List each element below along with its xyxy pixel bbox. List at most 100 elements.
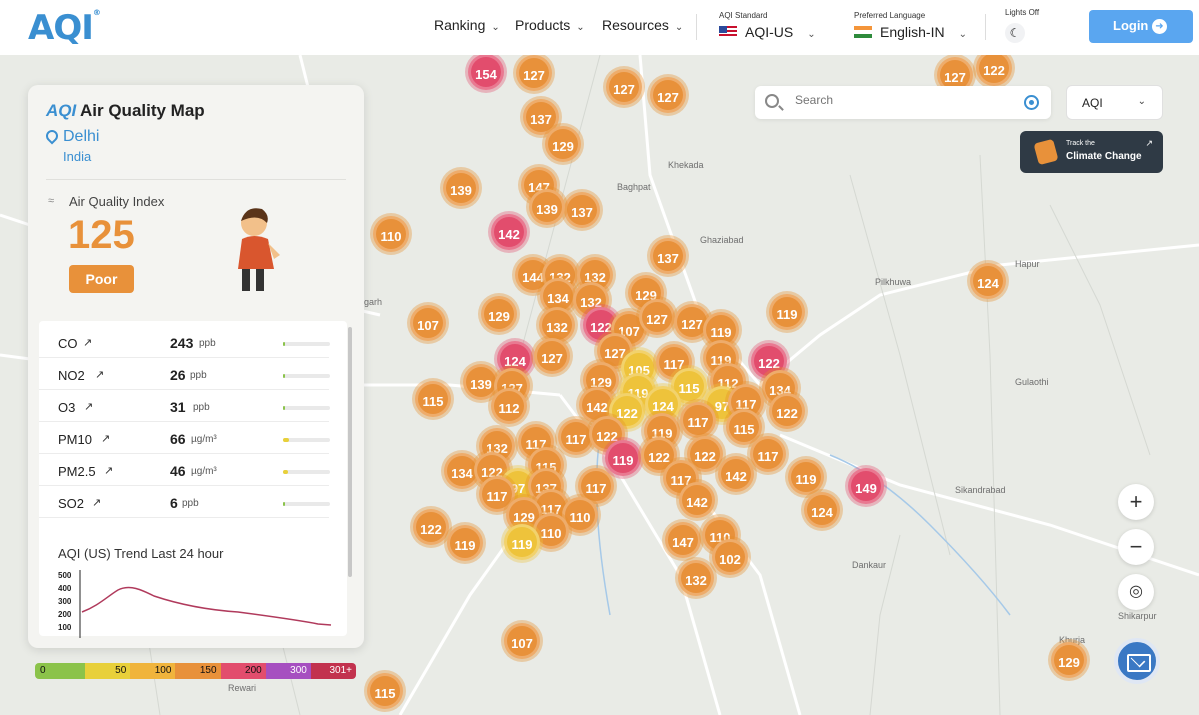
place-label: Baghpat bbox=[617, 182, 651, 192]
station-aqi-marker[interactable]: 142 bbox=[491, 214, 527, 250]
station-aqi-marker[interactable]: 154 bbox=[468, 55, 504, 90]
external-link-icon[interactable]: ↗ bbox=[84, 401, 94, 413]
station-aqi-marker[interactable]: 112 bbox=[491, 388, 527, 424]
scrollbar[interactable] bbox=[348, 327, 352, 577]
station-aqi-marker[interactable]: 122 bbox=[609, 393, 645, 429]
station-aqi-marker[interactable]: 127 bbox=[650, 77, 686, 113]
station-aqi-marker[interactable]: 107 bbox=[504, 623, 540, 659]
search-input[interactable] bbox=[795, 93, 1015, 107]
station-aqi-marker[interactable]: 142 bbox=[718, 456, 754, 492]
climate-change-banner[interactable]: Track the Climate Change ↗ bbox=[1020, 131, 1163, 173]
station-aqi-marker[interactable]: 119 bbox=[447, 525, 483, 561]
city-name[interactable]: Delhi bbox=[63, 128, 100, 145]
country-name[interactable]: India bbox=[63, 149, 92, 164]
station-aqi-marker[interactable]: 119 bbox=[769, 294, 805, 330]
trend-line bbox=[81, 586, 332, 626]
station-aqi-marker[interactable]: 122 bbox=[976, 55, 1012, 86]
station-aqi-marker[interactable]: 139 bbox=[443, 170, 479, 206]
station-aqi-marker[interactable]: 122 bbox=[413, 509, 449, 545]
map-layer-select[interactable]: AQI ⌄ bbox=[1066, 85, 1163, 120]
station-aqi-marker[interactable]: 134 bbox=[444, 453, 480, 489]
pollutant-value: 243 bbox=[170, 335, 194, 351]
external-link-icon[interactable]: ↗ bbox=[92, 497, 102, 509]
station-aqi-marker[interactable]: 127 bbox=[674, 304, 710, 340]
zoom-in-button[interactable]: + bbox=[1118, 484, 1154, 520]
external-link-icon[interactable]: ↗ bbox=[101, 433, 111, 445]
station-aqi-marker[interactable]: 117 bbox=[578, 468, 614, 504]
pollutant-row-pm10[interactable]: PM10 ↗ 66 µg/m³ bbox=[39, 422, 330, 454]
station-aqi-marker[interactable]: 139 bbox=[529, 189, 565, 225]
recenter-button[interactable]: ◎ bbox=[1118, 574, 1154, 610]
station-aqi-marker[interactable]: 102 bbox=[712, 539, 748, 575]
zoom-out-button[interactable]: − bbox=[1118, 529, 1154, 565]
pollutant-unit: ppb bbox=[190, 370, 207, 381]
chevron-down-icon: ⌄ bbox=[807, 29, 816, 40]
y-tick: 200 bbox=[58, 610, 72, 619]
nav-ranking[interactable]: Ranking ⌄ bbox=[434, 17, 500, 33]
station-aqi-marker[interactable]: 127 bbox=[639, 299, 675, 335]
station-aqi-marker[interactable]: 149 bbox=[848, 468, 884, 504]
plus-icon: + bbox=[1129, 489, 1143, 514]
station-aqi-marker[interactable]: 127 bbox=[516, 55, 552, 91]
station-aqi-marker[interactable]: 117 bbox=[479, 476, 515, 512]
station-aqi-marker[interactable]: 117 bbox=[750, 436, 786, 472]
nav-products[interactable]: Products ⌄ bbox=[515, 17, 585, 33]
pollutant-level-bar bbox=[283, 374, 330, 378]
station-aqi-marker[interactable]: 119 bbox=[788, 459, 824, 495]
station-aqi-marker[interactable]: 137 bbox=[564, 192, 600, 228]
site-logo[interactable]: AQI® bbox=[28, 8, 101, 48]
station-aqi-marker[interactable]: 110 bbox=[373, 216, 409, 252]
station-aqi-marker[interactable]: 127 bbox=[534, 338, 570, 374]
chevron-down-icon: ⌄ bbox=[1137, 96, 1146, 107]
station-aqi-marker[interactable]: 129 bbox=[1051, 642, 1087, 678]
trend-title: AQI (US) Trend Last 24 hour bbox=[58, 546, 224, 561]
station-aqi-marker[interactable]: 137 bbox=[523, 99, 559, 135]
moon-icon[interactable]: ☾ bbox=[1005, 23, 1025, 43]
pollutant-row-o3[interactable]: O3 ↗ 31 ppb bbox=[39, 390, 330, 422]
pollutant-row-so2[interactable]: SO2 ↗ 6 ppb bbox=[39, 486, 330, 518]
language-select[interactable]: English-IN ⌄ bbox=[854, 24, 967, 40]
legend-segment: 150 bbox=[175, 663, 221, 679]
aqi-standard-select[interactable]: AQI-US ⌄ bbox=[719, 24, 816, 40]
pollutant-row-co[interactable]: CO ↗ 243 ppb bbox=[39, 326, 330, 358]
station-aqi-marker[interactable]: 139 bbox=[463, 364, 499, 400]
station-aqi-marker[interactable]: 129 bbox=[545, 126, 581, 162]
station-aqi-marker[interactable]: 129 bbox=[481, 296, 517, 332]
location-search bbox=[755, 86, 1051, 119]
station-aqi-marker[interactable]: 119 bbox=[605, 440, 641, 476]
pollutant-name: PM10 bbox=[58, 432, 92, 447]
pollutant-unit: ppb bbox=[199, 338, 216, 349]
station-aqi-marker[interactable]: 110 bbox=[562, 497, 598, 533]
station-aqi-marker[interactable]: 134 bbox=[540, 278, 576, 314]
login-button[interactable]: Login ➜ bbox=[1089, 10, 1193, 43]
station-aqi-marker[interactable]: 137 bbox=[650, 238, 686, 274]
station-aqi-marker[interactable]: 115 bbox=[671, 368, 707, 404]
pollutant-value: 66 bbox=[170, 431, 186, 447]
top-navigation: AQI® Ranking ⌄ Products ⌄ Resources ⌄ AQI S… bbox=[0, 0, 1199, 55]
station-aqi-marker[interactable]: 124 bbox=[970, 263, 1006, 299]
station-aqi-marker[interactable]: 115 bbox=[415, 381, 451, 417]
pollutant-value: 46 bbox=[170, 463, 186, 479]
locate-me-icon[interactable] bbox=[1024, 95, 1039, 110]
station-aqi-marker[interactable]: 132 bbox=[539, 307, 575, 343]
station-aqi-marker[interactable]: 142 bbox=[679, 482, 715, 518]
legend-segment: 100 bbox=[130, 663, 176, 679]
external-link-icon[interactable]: ↗ bbox=[95, 369, 105, 381]
station-aqi-marker[interactable]: 127 bbox=[606, 69, 642, 105]
station-aqi-marker[interactable]: 117 bbox=[680, 402, 716, 438]
station-aqi-marker[interactable]: 147 bbox=[665, 522, 701, 558]
station-aqi-marker[interactable]: 132 bbox=[678, 560, 714, 596]
station-aqi-marker[interactable]: 124 bbox=[804, 492, 840, 528]
station-aqi-marker[interactable]: 107 bbox=[410, 305, 446, 341]
pollutant-name: PM2.5 bbox=[58, 464, 96, 479]
mail-icon[interactable] bbox=[1114, 638, 1160, 684]
pollutant-row-no2[interactable]: NO2 ↗ 26 ppb bbox=[39, 358, 330, 390]
nav-resources[interactable]: Resources ⌄ bbox=[602, 17, 683, 33]
aqi-trend-chart: 500 400 300 200 100 bbox=[58, 570, 332, 638]
external-link-icon[interactable]: ↗ bbox=[83, 337, 93, 349]
station-aqi-marker[interactable]: 119 bbox=[504, 524, 540, 560]
external-link-icon[interactable]: ↗ bbox=[104, 465, 114, 477]
pollutant-row-pm25[interactable]: PM2.5 ↗ 46 µg/m³ bbox=[39, 454, 330, 486]
station-aqi-marker[interactable]: 122 bbox=[769, 393, 805, 429]
station-aqi-marker[interactable]: 115 bbox=[367, 673, 403, 709]
